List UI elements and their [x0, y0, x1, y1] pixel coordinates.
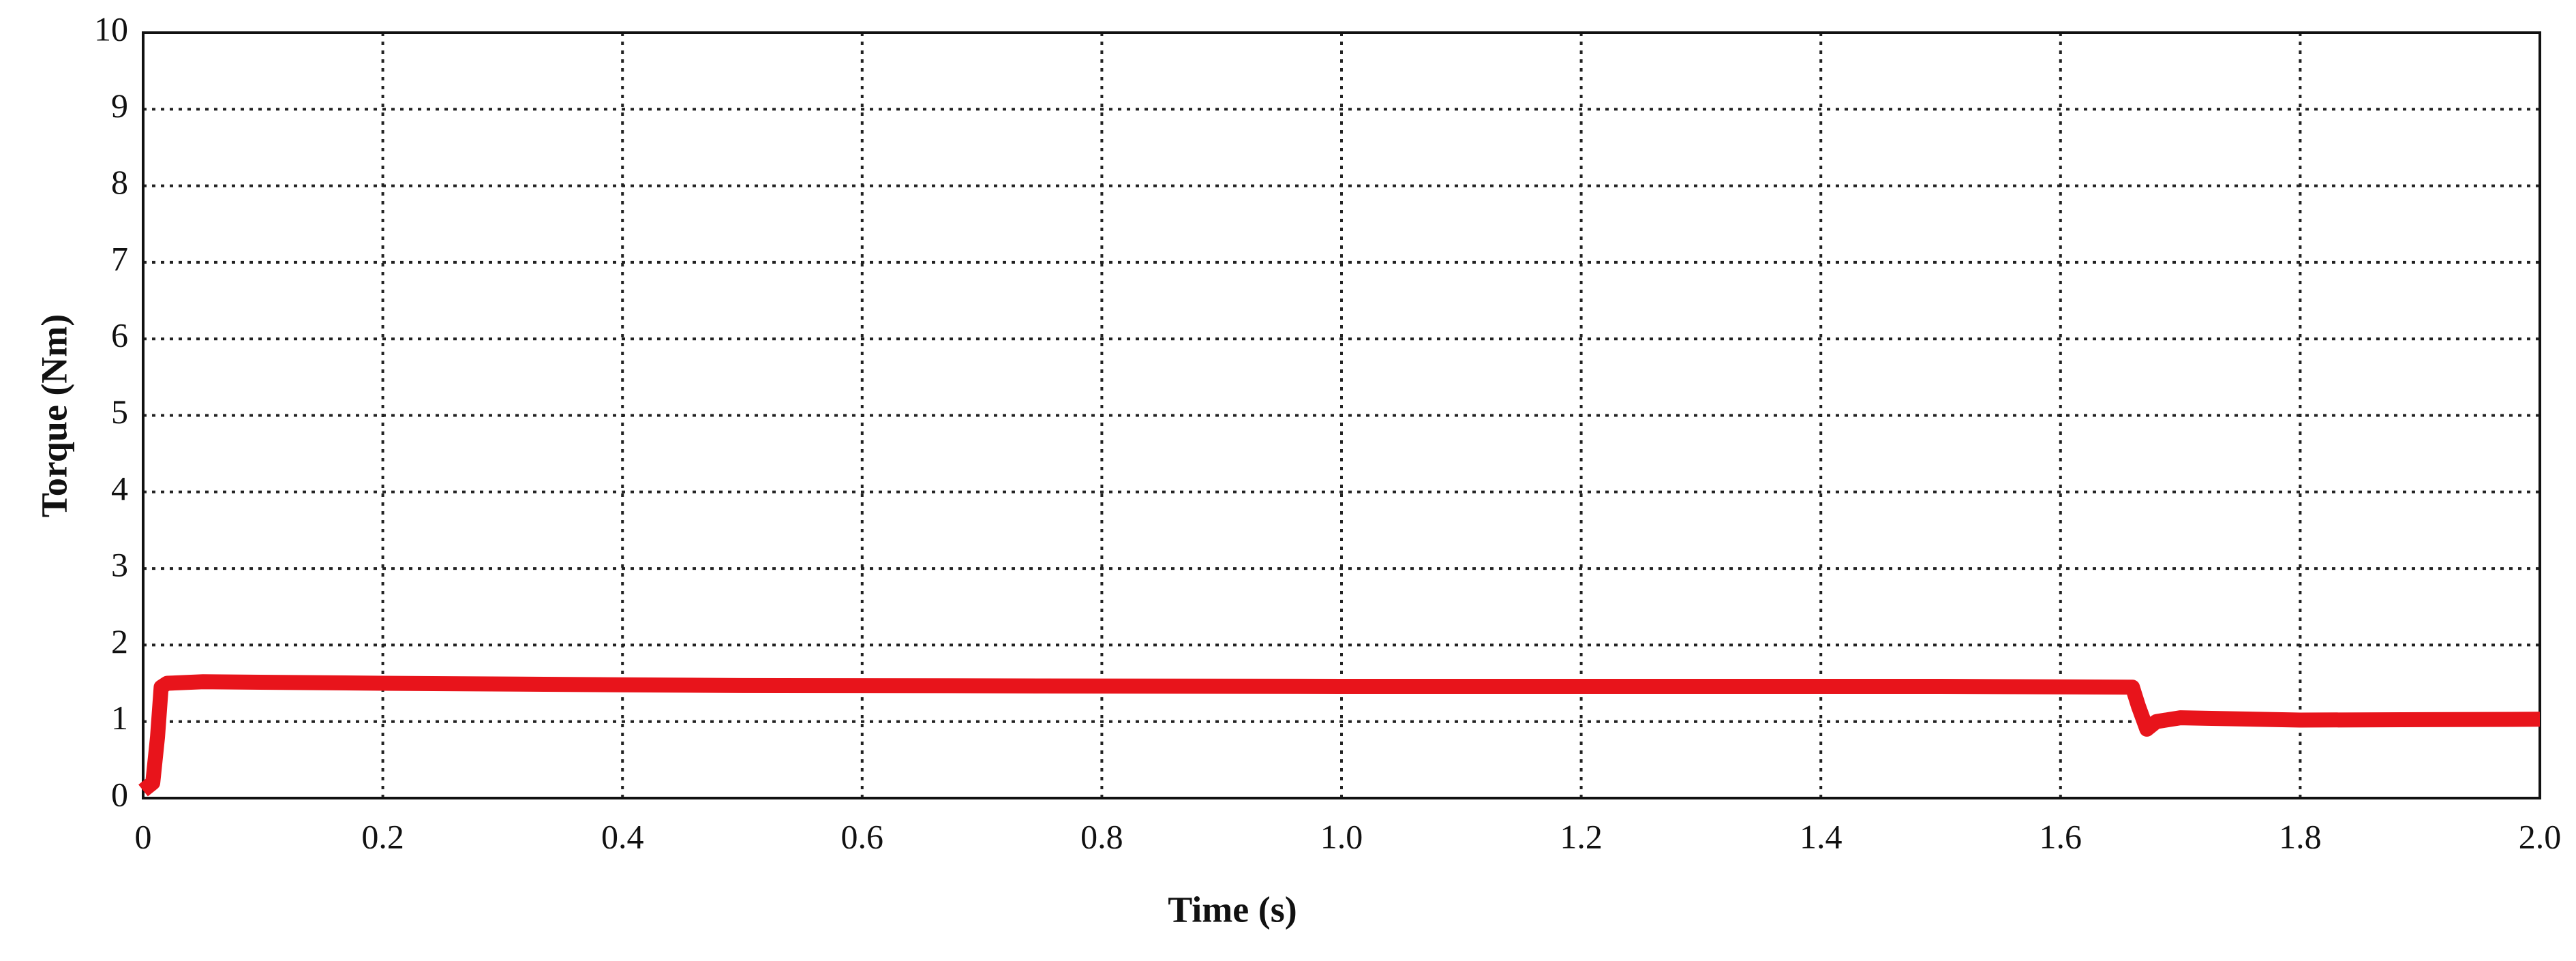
y-tick-label: 2 [111, 622, 128, 660]
x-tick-label: 0.4 [601, 817, 644, 855]
y-tick-label: 5 [111, 393, 128, 431]
y-tick-label: 7 [111, 239, 128, 277]
plot-frame [142, 31, 2541, 799]
x-tick-label: 0.2 [361, 817, 404, 855]
y-tick-label: 8 [111, 163, 128, 201]
x-axis-label: Time (s) [1168, 889, 1297, 930]
x-tick-label: 1.2 [1560, 817, 1603, 855]
x-tick-label: 0.6 [841, 817, 884, 855]
y-tick-label: 1 [111, 699, 128, 737]
x-tick-label: 0.8 [1080, 817, 1123, 855]
y-tick-label: 6 [111, 316, 128, 354]
x-tick-label: 0 [135, 817, 152, 855]
x-tick-label: 1.0 [1320, 817, 1363, 855]
torque-line [138, 674, 2541, 797]
x-tick-label: 1.4 [1800, 817, 1843, 855]
y-tick-label: 0 [111, 775, 128, 813]
x-tick-label: 1.8 [2279, 817, 2322, 855]
y-tick-label: 4 [111, 469, 128, 507]
x-tick-label: 2.0 [2519, 817, 2562, 855]
y-tick-label: 9 [111, 87, 128, 125]
y-axis-label: Torque (Nm) [33, 314, 74, 518]
y-tick-label: 10 [94, 10, 128, 48]
x-tick-label: 1.6 [2040, 817, 2082, 855]
y-tick-label: 3 [111, 546, 128, 584]
